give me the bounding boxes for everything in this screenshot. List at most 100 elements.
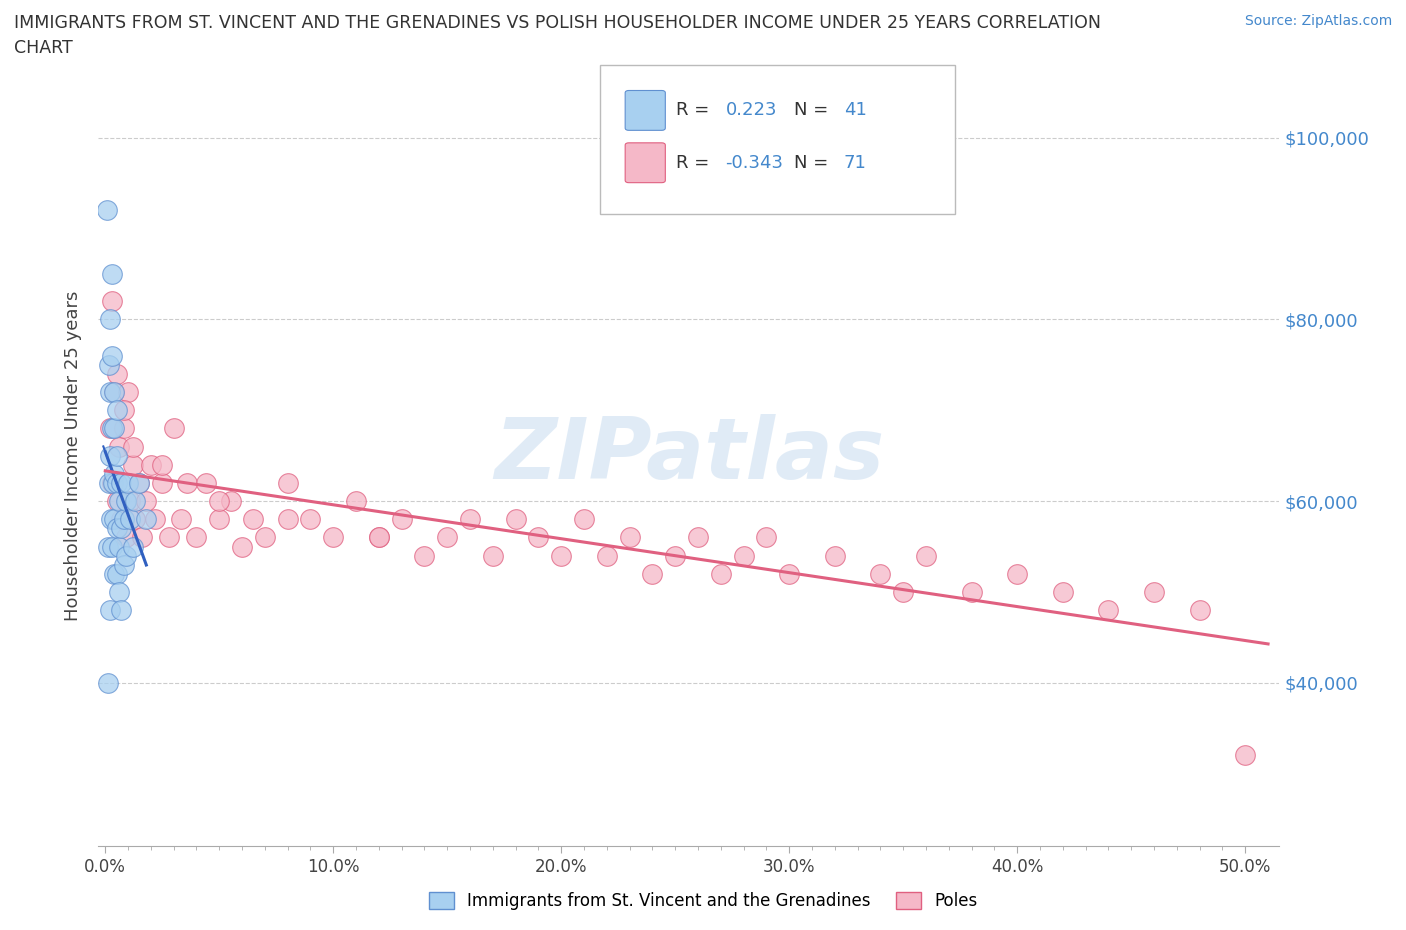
Point: [915, 548, 938, 563]
Point: [176, 475, 198, 490]
Point: [105, 403, 128, 418]
Point: [778, 566, 800, 581]
Point: [436, 530, 458, 545]
Point: [527, 530, 550, 545]
Text: CHART: CHART: [14, 39, 73, 57]
Point: [277, 475, 299, 490]
Point: [550, 548, 572, 563]
Point: [710, 566, 733, 581]
Point: [120, 512, 142, 526]
Point: [869, 566, 891, 581]
Point: [145, 512, 167, 526]
Point: [157, 530, 180, 545]
Point: [596, 548, 619, 563]
Point: [110, 603, 132, 618]
Point: [344, 494, 367, 509]
Point: [124, 494, 146, 509]
Point: [413, 548, 436, 563]
Point: [891, 585, 914, 600]
Point: [98, 385, 121, 400]
Point: [277, 512, 299, 526]
Point: [619, 530, 641, 545]
Point: [572, 512, 595, 526]
Point: [108, 539, 131, 554]
Text: Source: ZipAtlas.com: Source: ZipAtlas.com: [1244, 14, 1392, 28]
Point: [98, 421, 121, 436]
Point: [108, 439, 131, 454]
Point: [97, 475, 120, 490]
Point: [112, 557, 135, 572]
Point: [96, 203, 118, 218]
Point: [458, 512, 481, 526]
Point: [135, 512, 157, 526]
Point: [194, 475, 217, 490]
Point: [98, 448, 121, 463]
Point: [755, 530, 778, 545]
Legend: Immigrants from St. Vincent and the Grenadines, Poles: Immigrants from St. Vincent and the Gren…: [422, 885, 984, 917]
Point: [128, 475, 150, 490]
Point: [98, 603, 121, 618]
Point: [960, 585, 983, 600]
Point: [103, 421, 125, 436]
Point: [98, 312, 121, 326]
Point: [367, 530, 389, 545]
Text: 0.223: 0.223: [725, 101, 778, 119]
Point: [120, 494, 142, 509]
Text: R =: R =: [676, 153, 714, 172]
Point: [112, 421, 135, 436]
Point: [105, 475, 128, 490]
Point: [110, 475, 132, 490]
Point: [121, 539, 143, 554]
Text: N =: N =: [794, 153, 834, 172]
Point: [150, 475, 173, 490]
Point: [103, 385, 125, 400]
Point: [96, 675, 118, 690]
Point: [103, 467, 125, 482]
Point: [733, 548, 755, 563]
Point: [108, 585, 131, 600]
Point: [114, 494, 136, 509]
Point: [108, 494, 131, 509]
Point: [391, 512, 413, 526]
Point: [100, 512, 122, 526]
Point: [110, 521, 132, 536]
Point: [231, 539, 253, 554]
Point: [114, 530, 136, 545]
Point: [242, 512, 264, 526]
Point: [253, 530, 276, 545]
Point: [1052, 585, 1074, 600]
Point: [105, 566, 128, 581]
Point: [105, 448, 128, 463]
Point: [1007, 566, 1029, 581]
Point: [101, 349, 124, 364]
Point: [101, 294, 124, 309]
Point: [117, 385, 139, 400]
FancyBboxPatch shape: [600, 65, 955, 214]
Point: [686, 530, 709, 545]
Point: [103, 475, 125, 490]
Text: ZIPatlas: ZIPatlas: [494, 414, 884, 498]
Point: [139, 458, 162, 472]
Point: [1234, 748, 1257, 763]
Point: [1097, 603, 1119, 618]
Text: R =: R =: [676, 101, 714, 119]
Point: [101, 539, 124, 554]
Point: [219, 494, 242, 509]
Point: [128, 475, 150, 490]
Point: [105, 521, 128, 536]
Point: [1188, 603, 1211, 618]
Point: [112, 512, 135, 526]
Point: [103, 512, 125, 526]
Point: [110, 512, 132, 526]
FancyBboxPatch shape: [626, 143, 665, 182]
Point: [186, 530, 208, 545]
Point: [121, 439, 143, 454]
Point: [101, 267, 124, 282]
Point: [664, 548, 686, 563]
Point: [299, 512, 322, 526]
Point: [505, 512, 527, 526]
Point: [641, 566, 664, 581]
Point: [208, 512, 231, 526]
Point: [97, 539, 120, 554]
Point: [1143, 585, 1166, 600]
